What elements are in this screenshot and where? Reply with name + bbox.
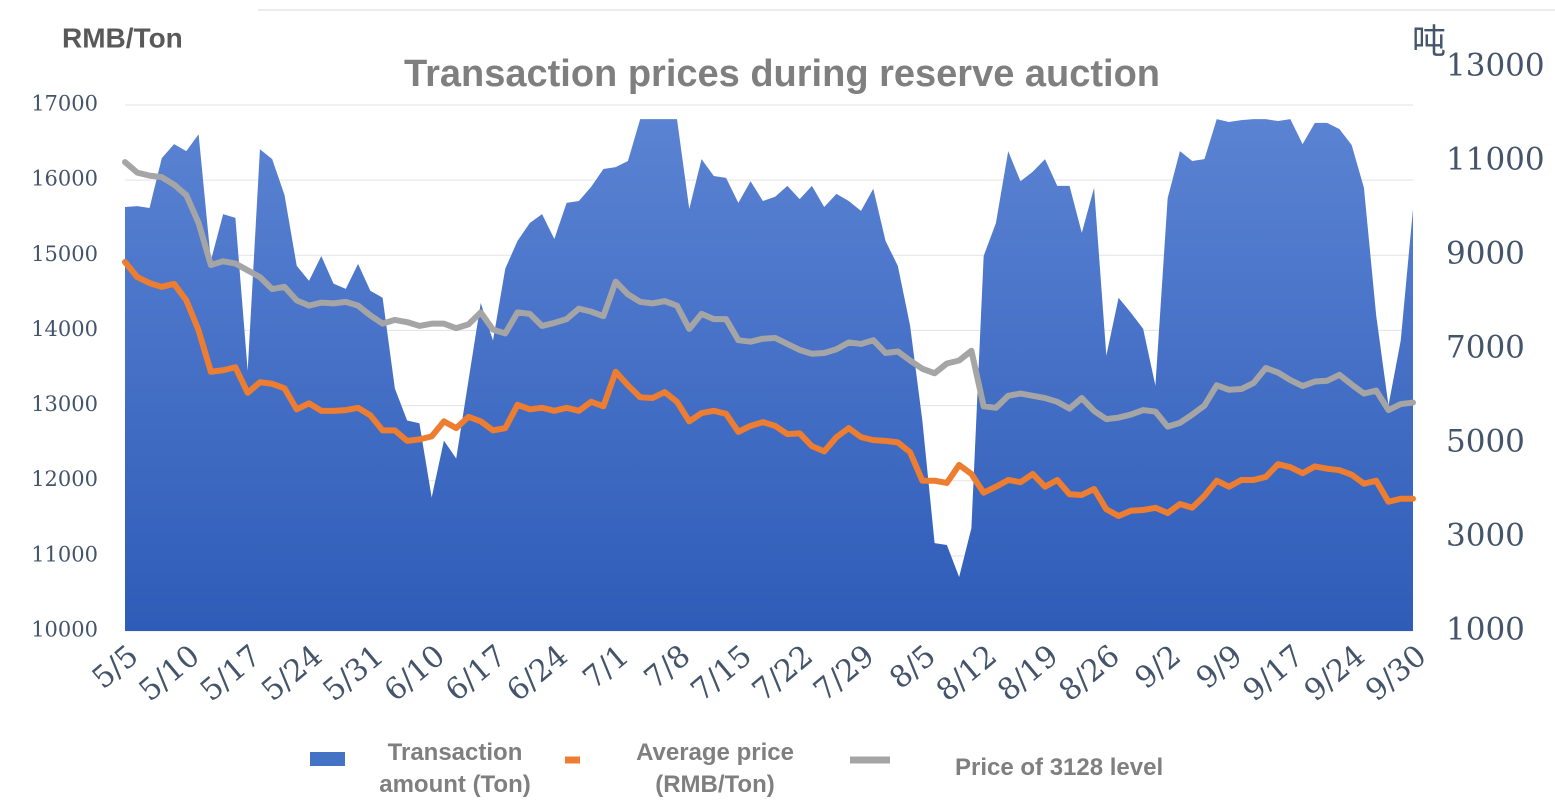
y-tick-label: 14000 (31, 317, 98, 341)
y2-tick-label: 7000 (1446, 330, 1525, 366)
x-tick-label: 6/17 (439, 638, 513, 708)
x-tick-label: 5/31 (317, 638, 391, 708)
line (122, 159, 1416, 430)
y-tick-label: 13000 (31, 392, 98, 416)
y2-tick-label: 13000 (1446, 48, 1545, 84)
x-tick-label: 9/2 (1128, 638, 1187, 696)
x-tick-label: 8/19 (991, 638, 1065, 708)
legend-label: Transaction amount (Ton) (379, 739, 531, 798)
area (125, 119, 1413, 632)
x-tick-label: 5/10 (133, 638, 207, 708)
x-tick-label: 9/17 (1237, 638, 1311, 708)
legend-label: Price of 3128 level (955, 754, 1164, 781)
y2-tick-label: 5000 (1446, 424, 1525, 460)
x-tick-label: 5/24 (255, 638, 329, 708)
plot (122, 119, 1416, 632)
x-tick-label: 7/1 (576, 638, 635, 696)
y-tick-label: 17000 (31, 92, 98, 116)
y-tick-label: 11000 (31, 542, 98, 566)
y-axis-label: RMB/Ton (62, 22, 183, 53)
y2-axis-label: 吨 (1412, 22, 1446, 62)
y2-tick-label: 3000 (1446, 518, 1525, 554)
x-tick-label: 8/26 (1053, 638, 1127, 708)
chart-title: Transaction prices during reserve auctio… (404, 53, 1160, 95)
legend-swatch (310, 752, 345, 766)
y-tick-label: 12000 (31, 467, 98, 491)
x-tick-label: 7/22 (746, 638, 820, 708)
x-tick-label: 9/24 (1298, 638, 1372, 708)
y-tick-label: 16000 (31, 167, 98, 191)
line (122, 259, 1416, 520)
x-tick-label: 7/29 (807, 638, 881, 708)
y2-tick-label: 11000 (1446, 142, 1545, 178)
legend-label: Average price (RMB/Ton) (636, 739, 794, 798)
y2-tick-label: 1000 (1446, 612, 1525, 648)
x-tick-label: 5/17 (194, 638, 268, 708)
x-tick-label: 8/12 (930, 638, 1004, 708)
x-tick-label: 6/10 (378, 638, 452, 708)
y-tick-label: 15000 (31, 242, 98, 266)
y-tick-label: 10000 (31, 618, 98, 642)
x-tick-label: 7/15 (685, 638, 759, 708)
x-tick-label: 6/24 (501, 638, 575, 708)
x-tick-label: 9/30 (1359, 638, 1433, 708)
y2-tick-label: 9000 (1446, 236, 1525, 272)
